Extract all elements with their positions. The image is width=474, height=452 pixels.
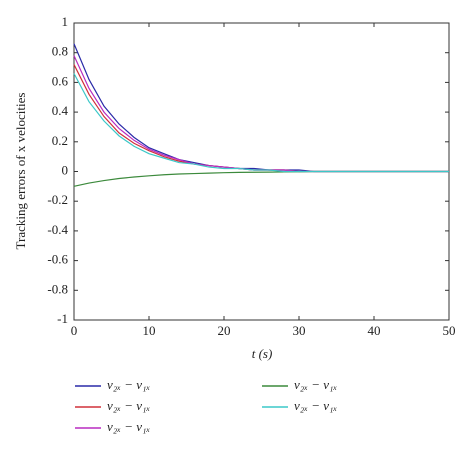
y-axis-label: Tracking errors of x velocities <box>13 93 28 250</box>
x-tick-label: 20 <box>218 323 231 338</box>
legend-label: v₂ₓ − v₁ₓ <box>294 398 338 413</box>
legend-label: v₂ₓ − v₁ₓ <box>294 377 338 392</box>
series-line <box>73 55 449 173</box>
y-tick-label: 0.4 <box>52 103 69 118</box>
y-tick-label: 1 <box>62 14 69 29</box>
x-tick-label: 0 <box>71 323 78 338</box>
legend-label: v₂ₓ − v₁ₓ <box>107 377 151 392</box>
x-tick-label: 10 <box>143 323 156 338</box>
y-tick-label: 0.6 <box>52 73 69 88</box>
series-line <box>73 64 449 173</box>
y-tick-label: -0.2 <box>47 192 68 207</box>
x-tick-label: 50 <box>443 323 456 338</box>
legend-label: v₂ₓ − v₁ₓ <box>107 398 151 413</box>
y-tick-label: -0.8 <box>47 281 68 296</box>
y-tick-label: -1 <box>57 311 68 326</box>
series-line <box>73 43 449 173</box>
y-tick-label: 0.2 <box>52 133 68 148</box>
y-tick-label: -0.4 <box>47 222 68 237</box>
legend-label: v₂ₓ − v₁ₓ <box>107 419 151 434</box>
y-tick-label: -0.6 <box>47 252 68 267</box>
series-line <box>73 73 449 173</box>
series-line <box>73 170 449 187</box>
y-tick-label: 0.8 <box>52 44 68 59</box>
x-tick-label: 40 <box>368 323 381 338</box>
y-tick-label: 0 <box>62 162 69 177</box>
x-tick-label: 30 <box>293 323 306 338</box>
x-axis-label: t (s) <box>252 346 273 361</box>
